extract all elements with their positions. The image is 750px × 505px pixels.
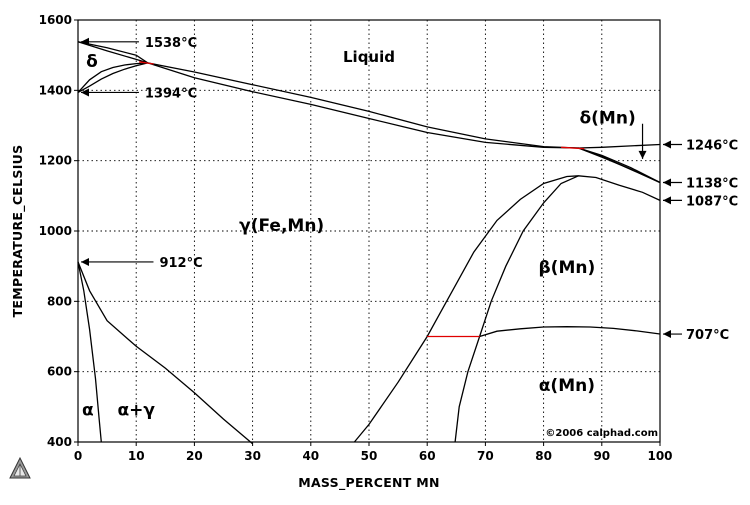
x-tick-label: 60 <box>419 449 436 463</box>
temperature-label: 1087°C <box>686 194 738 209</box>
x-tick-label: 80 <box>535 449 552 463</box>
tick-labels: 0 10 20 30 40 50 60 70 80 90 100 400 600 800 1000 1200 1… <box>39 13 673 463</box>
phase-boundary-delta-gamma-lower <box>77 62 148 93</box>
phase-boundaries <box>77 41 661 445</box>
phase-boundary-deltaMn-lower <box>578 147 661 184</box>
tie-line <box>139 61 154 65</box>
x-tick-label: 40 <box>302 449 319 463</box>
y-tick-label: 600 <box>47 365 72 379</box>
x-tick-label: 70 <box>477 449 494 463</box>
grid <box>78 20 660 442</box>
phase-boundary-gamma-beta-inner <box>454 175 579 443</box>
x-tick-label: 10 <box>128 449 145 463</box>
x-tick-label: 30 <box>244 449 261 463</box>
phase-labels: Liquid δ γ(Fe,Mn) β(Mn) α(Mn) δ(Mn) α α+γ <box>82 48 636 420</box>
x-tick-label: 0 <box>74 449 82 463</box>
phase-boundary-beta-alpha <box>479 326 661 338</box>
phase-boundary-alpha-gamma-upper <box>77 261 254 445</box>
phase-label: δ(Mn) <box>579 109 635 129</box>
phase-boundary-deltaMn-upper <box>578 143 661 149</box>
y-tick-label: 1000 <box>39 224 72 238</box>
arrow-head <box>638 150 647 159</box>
tie-lines <box>139 61 585 338</box>
phase-boundary-delta-gamma-upper <box>77 62 148 93</box>
copyright-text: ©2006 calphad.com <box>545 428 658 439</box>
phase-label: Liquid <box>343 48 395 66</box>
temperature-label: 912°C <box>159 256 202 271</box>
phase-boundary-alpha-gamma-lower <box>77 261 102 443</box>
temperature-label: 1138°C <box>686 176 738 191</box>
temperature-label: 1246°C <box>686 138 738 153</box>
y-tick-label: 800 <box>47 294 72 308</box>
x-tick-label: 50 <box>361 449 378 463</box>
arrow-head <box>663 178 671 187</box>
temperature-label: 1538°C <box>145 36 197 51</box>
y-tick-label: 1600 <box>39 13 72 27</box>
phase-label: α(Mn) <box>539 376 595 396</box>
temperature-label: 1394°C <box>145 86 197 101</box>
phase-label: α <box>82 401 94 421</box>
phase-label: δ <box>86 52 98 72</box>
phase-boundary-gamma-beta-outer <box>353 175 661 443</box>
arrow-head <box>663 196 671 205</box>
phase-label: β(Mn) <box>539 258 596 278</box>
x-tick-label: 90 <box>593 449 610 463</box>
x-tick-label: 20 <box>186 449 203 463</box>
arrow-head <box>81 37 89 46</box>
y-axis-label: TEMPERATURE_CELSIUS <box>10 145 26 318</box>
arrow-head <box>663 140 671 149</box>
arrow-head <box>81 257 89 266</box>
phase-label: α+γ <box>117 401 155 421</box>
phase-label: γ(Fe,Mn) <box>239 216 324 236</box>
arrow-head <box>663 330 671 339</box>
tie-line <box>561 146 585 150</box>
temperature-annotations: 1538°C 1394°C 912°C 1246°C 1138°C 1087°C 707°C <box>81 36 738 343</box>
x-axis-label: MASS_PERCENT MN <box>298 475 440 491</box>
thermocalc-logo-icon <box>9 456 31 479</box>
y-tick-label: 400 <box>47 435 72 449</box>
y-tick-label: 1200 <box>39 154 72 168</box>
temperature-label: 707°C <box>686 328 729 343</box>
x-tick-label: 100 <box>647 449 672 463</box>
arrow-head <box>81 88 89 97</box>
y-tick-label: 1400 <box>39 83 72 97</box>
